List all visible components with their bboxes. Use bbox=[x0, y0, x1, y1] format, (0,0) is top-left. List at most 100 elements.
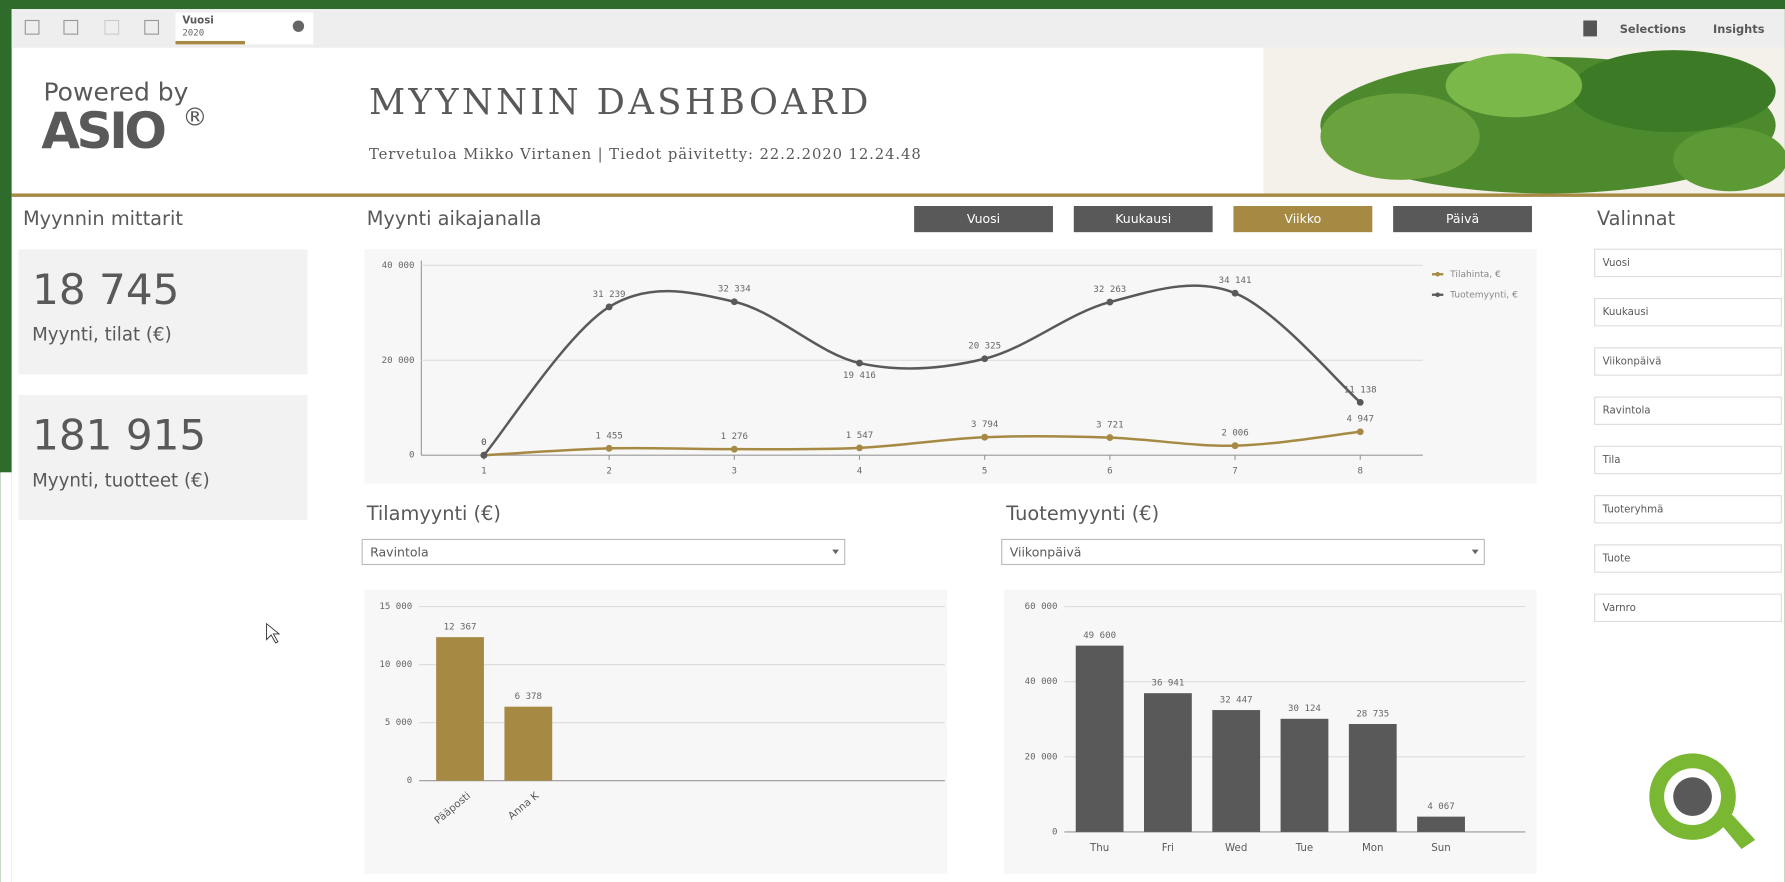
x-tick-label: 5 bbox=[982, 467, 987, 477]
x-tick-label: 2 bbox=[606, 467, 611, 477]
dropdown[interactable] bbox=[362, 539, 845, 564]
filter-label: Tuote bbox=[1602, 553, 1631, 565]
leaf bbox=[1320, 93, 1479, 179]
x-tick-label: Fri bbox=[1162, 842, 1174, 854]
header-image bbox=[1264, 48, 1785, 194]
period-button-label: Kuukausi bbox=[1115, 211, 1171, 226]
data-label: 1 455 bbox=[595, 431, 622, 441]
x-tick-label: Sun bbox=[1431, 842, 1450, 854]
section-title: Myynnin mittarit bbox=[23, 207, 183, 230]
kpi-value: 18 745 bbox=[32, 265, 179, 314]
selection-clear[interactable] bbox=[293, 20, 304, 31]
data-label: 31 239 bbox=[593, 290, 626, 300]
point bbox=[1106, 434, 1113, 441]
bar bbox=[1212, 710, 1260, 832]
y-tick-label: 0 bbox=[409, 451, 414, 461]
data-label: 3 794 bbox=[971, 420, 999, 430]
point bbox=[1357, 428, 1364, 435]
section-title: Tuotemyynti (€) bbox=[1005, 502, 1159, 525]
data-label: 1 276 bbox=[721, 432, 748, 442]
data-label: 4 067 bbox=[1427, 802, 1454, 812]
y-tick-label: 0 bbox=[1052, 827, 1057, 837]
y-tick-label: 15 000 bbox=[379, 602, 412, 612]
point bbox=[1232, 290, 1239, 297]
x-tick-label: Tue bbox=[1295, 842, 1313, 854]
x-tick-label: Wed bbox=[1225, 842, 1247, 854]
filter-label: Kuukausi bbox=[1603, 306, 1649, 318]
x-tick-label: 3 bbox=[732, 467, 737, 477]
point bbox=[1232, 442, 1239, 449]
section-title: Tilamyynti (€) bbox=[366, 502, 501, 525]
section-title: Valinnat bbox=[1597, 207, 1676, 230]
point bbox=[731, 298, 738, 305]
point bbox=[606, 304, 613, 311]
y-tick-label: 60 000 bbox=[1025, 602, 1058, 612]
toolbar-button[interactable]: Insights bbox=[1713, 22, 1765, 36]
filter-label: Ravintola bbox=[1603, 405, 1651, 417]
section-title: Myynti aikajanalla bbox=[367, 207, 542, 230]
data-label: 30 124 bbox=[1288, 704, 1321, 714]
leaf bbox=[1571, 50, 1776, 132]
toolbar-button[interactable]: Selections bbox=[1620, 22, 1687, 36]
data-label: 3 721 bbox=[1096, 421, 1123, 431]
header-rule bbox=[12, 193, 1785, 196]
data-label: 1 547 bbox=[846, 431, 873, 441]
y-tick-label: 20 000 bbox=[1025, 752, 1058, 762]
y-tick-label: 40 000 bbox=[1025, 677, 1058, 687]
filter-label: Viikonpäivä bbox=[1603, 355, 1662, 367]
leaf bbox=[1673, 127, 1785, 191]
point bbox=[856, 360, 863, 367]
bar bbox=[436, 637, 484, 781]
frame-gap bbox=[0, 472, 11, 882]
data-label: 49 600 bbox=[1083, 631, 1116, 641]
header-title: MYYNNIN DASHBOARD bbox=[369, 82, 872, 123]
point bbox=[731, 446, 738, 453]
filter-label: Vuosi bbox=[1603, 257, 1630, 269]
dashboard: Vuosi 2020 Selections Insights Powered b… bbox=[0, 0, 1785, 882]
x-tick-label: 4 bbox=[857, 467, 863, 477]
qlik-logo-dot bbox=[1673, 777, 1712, 816]
bar bbox=[1417, 817, 1465, 832]
logo-mark: ® bbox=[182, 102, 207, 131]
point bbox=[1357, 399, 1364, 406]
period-button-label: Vuosi bbox=[967, 211, 1000, 226]
filter-label: Varnro bbox=[1603, 602, 1636, 614]
data-label: 28 735 bbox=[1356, 709, 1389, 719]
filter-box[interactable] bbox=[1595, 446, 1782, 473]
period-button-label: Päivä bbox=[1446, 211, 1479, 226]
header-subtitle: Tervetuloa Mikko Virtanen | Tiedot päivi… bbox=[369, 146, 922, 163]
point bbox=[856, 444, 863, 451]
dropdown-value: Ravintola bbox=[370, 545, 429, 560]
legend-dot bbox=[1435, 272, 1440, 277]
data-label: 19 416 bbox=[843, 371, 876, 381]
x-tick-label: 8 bbox=[1358, 467, 1363, 477]
data-label: 32 334 bbox=[718, 285, 751, 295]
data-label: 34 141 bbox=[1219, 276, 1252, 286]
bar bbox=[1349, 724, 1397, 832]
data-label: 12 367 bbox=[444, 622, 477, 632]
y-tick-label: 5 000 bbox=[385, 718, 412, 728]
data-label: 32 447 bbox=[1220, 695, 1253, 705]
point bbox=[481, 452, 488, 459]
bar bbox=[1076, 646, 1124, 832]
kpi-value: 181 915 bbox=[32, 411, 206, 460]
y-tick-label: 10 000 bbox=[379, 660, 412, 670]
period-button-label: Viikko bbox=[1284, 211, 1321, 226]
data-label: 2 006 bbox=[1221, 429, 1248, 439]
selection-field: Vuosi bbox=[182, 14, 213, 26]
point bbox=[981, 355, 988, 362]
point bbox=[1106, 299, 1113, 306]
selection-value: 2020 bbox=[182, 29, 204, 39]
selection-bar bbox=[176, 41, 245, 44]
bar bbox=[1144, 693, 1192, 832]
x-tick-label: Mon bbox=[1362, 842, 1384, 854]
page: { "toolbar": {"selection_field": "Vuosi"… bbox=[0, 0, 1785, 882]
data-label: 20 325 bbox=[968, 342, 1001, 352]
point bbox=[606, 445, 613, 452]
data-label: 6 378 bbox=[515, 692, 542, 702]
logo-main: ASIO bbox=[41, 102, 165, 160]
x-tick-label: 7 bbox=[1232, 467, 1237, 477]
y-tick-label: 40 000 bbox=[382, 261, 415, 271]
bar bbox=[504, 707, 552, 781]
bar bbox=[1281, 719, 1329, 832]
